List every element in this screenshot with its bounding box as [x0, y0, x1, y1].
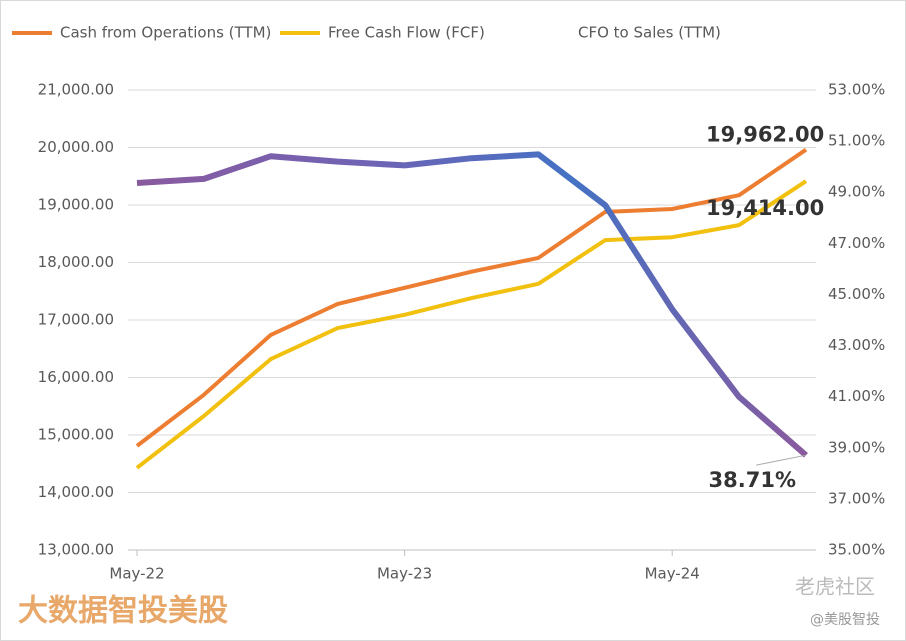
y2-tick-label: 49.00% [828, 183, 885, 201]
y2-tick-label: 45.00% [828, 285, 885, 303]
y2-tick-label: 41.00% [828, 387, 885, 405]
y-tick-label: 21,000.00 [38, 81, 114, 99]
y-tick-label: 16,000.00 [38, 368, 114, 386]
legend-label: Free Cash Flow (FCF) [328, 24, 485, 42]
y2-tick-label: 37.00% [828, 489, 885, 507]
watermark: 大数据智投美股 [18, 594, 228, 629]
y-tick-label: 18,000.00 [38, 253, 114, 271]
y-tick-label: 15,000.00 [38, 426, 114, 444]
data-label: 19,962.00 [706, 123, 824, 147]
watermark: @美股智投 [810, 612, 880, 628]
series-line [135, 148, 808, 448]
label-leader [755, 454, 807, 466]
y-tick-label: 14,000.00 [38, 483, 114, 501]
data-label: 19,414.00 [706, 196, 824, 220]
series-line [135, 179, 808, 470]
y-tick-label: 17,000.00 [38, 311, 114, 329]
y2-tick-label: 47.00% [828, 234, 885, 252]
y-tick-label: 20,000.00 [38, 138, 114, 156]
legend-label: Cash from Operations (TTM) [60, 24, 271, 42]
y2-tick-label: 39.00% [828, 438, 885, 456]
x-tick-label: May-24 [645, 565, 700, 583]
y-tick-label: 19,000.00 [38, 196, 114, 214]
data-label: 38.71% [709, 468, 796, 492]
series-line [136, 151, 808, 458]
y2-tick-label: 53.00% [828, 81, 885, 99]
legend-label: CFO to Sales (TTM) [578, 24, 721, 42]
x-tick-label: May-22 [109, 565, 164, 583]
y-tick-label: 13,000.00 [38, 541, 114, 559]
watermark: 老虎社区 [795, 575, 875, 599]
y2-tick-label: 51.00% [828, 132, 885, 150]
y2-tick-label: 43.00% [828, 336, 885, 354]
y2-tick-label: 35.00% [828, 541, 885, 559]
x-tick-label: May-23 [377, 565, 432, 583]
